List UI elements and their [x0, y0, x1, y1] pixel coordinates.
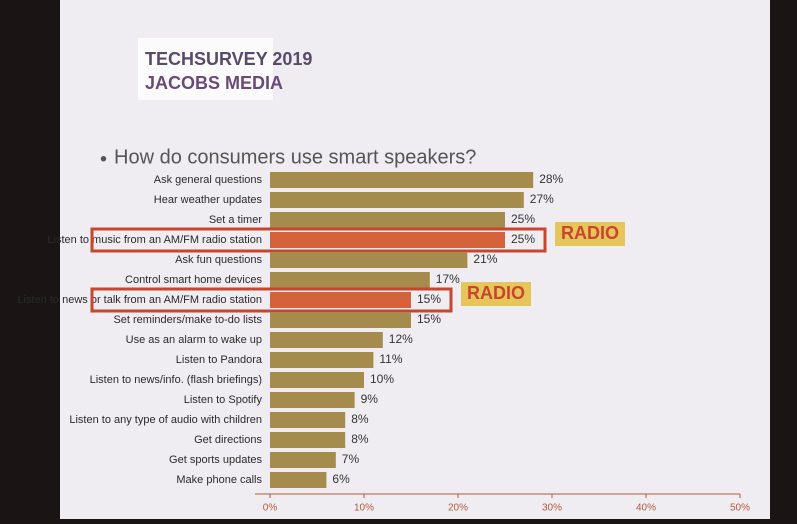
category-label: Ask general questions	[154, 174, 263, 186]
bar	[270, 412, 346, 428]
logo-line2: JACOBS MEDIA	[145, 73, 283, 93]
bullet: •	[100, 148, 107, 170]
bar	[270, 252, 468, 268]
annotation-bg	[555, 222, 625, 246]
x-tick-label: 20%	[448, 503, 468, 514]
value-label: 25%	[511, 212, 535, 226]
bar	[270, 432, 346, 448]
category-label: Listen to Pandora	[176, 354, 263, 366]
bar	[270, 292, 411, 308]
bar	[270, 472, 327, 488]
x-tick-label: 40%	[636, 503, 656, 514]
value-label: 28%	[539, 172, 563, 186]
bar	[270, 392, 355, 408]
category-label: Listen to Spotify	[184, 394, 263, 406]
x-tick-label: 10%	[354, 503, 374, 514]
highlight-box	[90, 227, 547, 253]
value-label: 8%	[351, 432, 369, 446]
bar	[270, 192, 524, 208]
category-label: Make phone calls	[176, 474, 262, 486]
value-label: 7%	[342, 452, 360, 466]
x-tick-label: 30%	[542, 503, 562, 514]
value-label: 15%	[417, 312, 441, 326]
value-label: 11%	[379, 352, 402, 366]
annotation: RADIO	[561, 223, 619, 243]
category-label: Set reminders/make to-do lists	[113, 314, 262, 326]
bar	[270, 312, 411, 328]
chart-title: How do consumers use smart speakers?	[114, 146, 476, 168]
bar	[270, 212, 505, 228]
value-label: 6%	[332, 472, 350, 486]
category-label: Hear weather updates	[154, 194, 263, 206]
highlight-box	[90, 287, 453, 313]
category-label: Listen to music from an AM/FM radio stat…	[47, 234, 262, 246]
category-label: Get directions	[194, 434, 262, 446]
category-label: Listen to news or talk from an AM/FM rad…	[17, 294, 262, 306]
bar	[270, 172, 534, 188]
logo-line1: TECHSURVEY 2019	[145, 49, 312, 69]
category-label: Listen to any type of audio with childre…	[69, 414, 262, 426]
bar	[270, 372, 364, 388]
category-label: Get sports updates	[169, 454, 262, 466]
bar	[270, 332, 383, 348]
value-label: 27%	[530, 192, 554, 206]
value-label: 15%	[417, 292, 441, 306]
bar	[270, 352, 374, 368]
value-label: 25%	[511, 232, 535, 246]
value-label: 9%	[361, 392, 379, 406]
value-label: 21%	[473, 252, 497, 266]
annotation: RADIO	[467, 283, 525, 303]
value-label: 12%	[389, 332, 413, 346]
x-tick-label: 0%	[263, 503, 278, 514]
bar	[270, 452, 336, 468]
category-label: Listen to news/info. (flash briefings)	[90, 374, 262, 386]
logo-box	[138, 38, 273, 100]
bar	[270, 232, 505, 248]
category-label: Set a timer	[209, 214, 263, 226]
value-label: 10%	[370, 372, 394, 386]
x-tick-label: 50%	[730, 503, 750, 514]
category-label: Ask fun questions	[175, 254, 262, 266]
bar	[270, 272, 430, 288]
annotation-bg	[461, 282, 531, 306]
category-label: Use as an alarm to wake up	[126, 334, 262, 346]
value-label: 17%	[436, 272, 460, 286]
category-label: Control smart home devices	[125, 274, 262, 286]
value-label: 8%	[351, 412, 369, 426]
